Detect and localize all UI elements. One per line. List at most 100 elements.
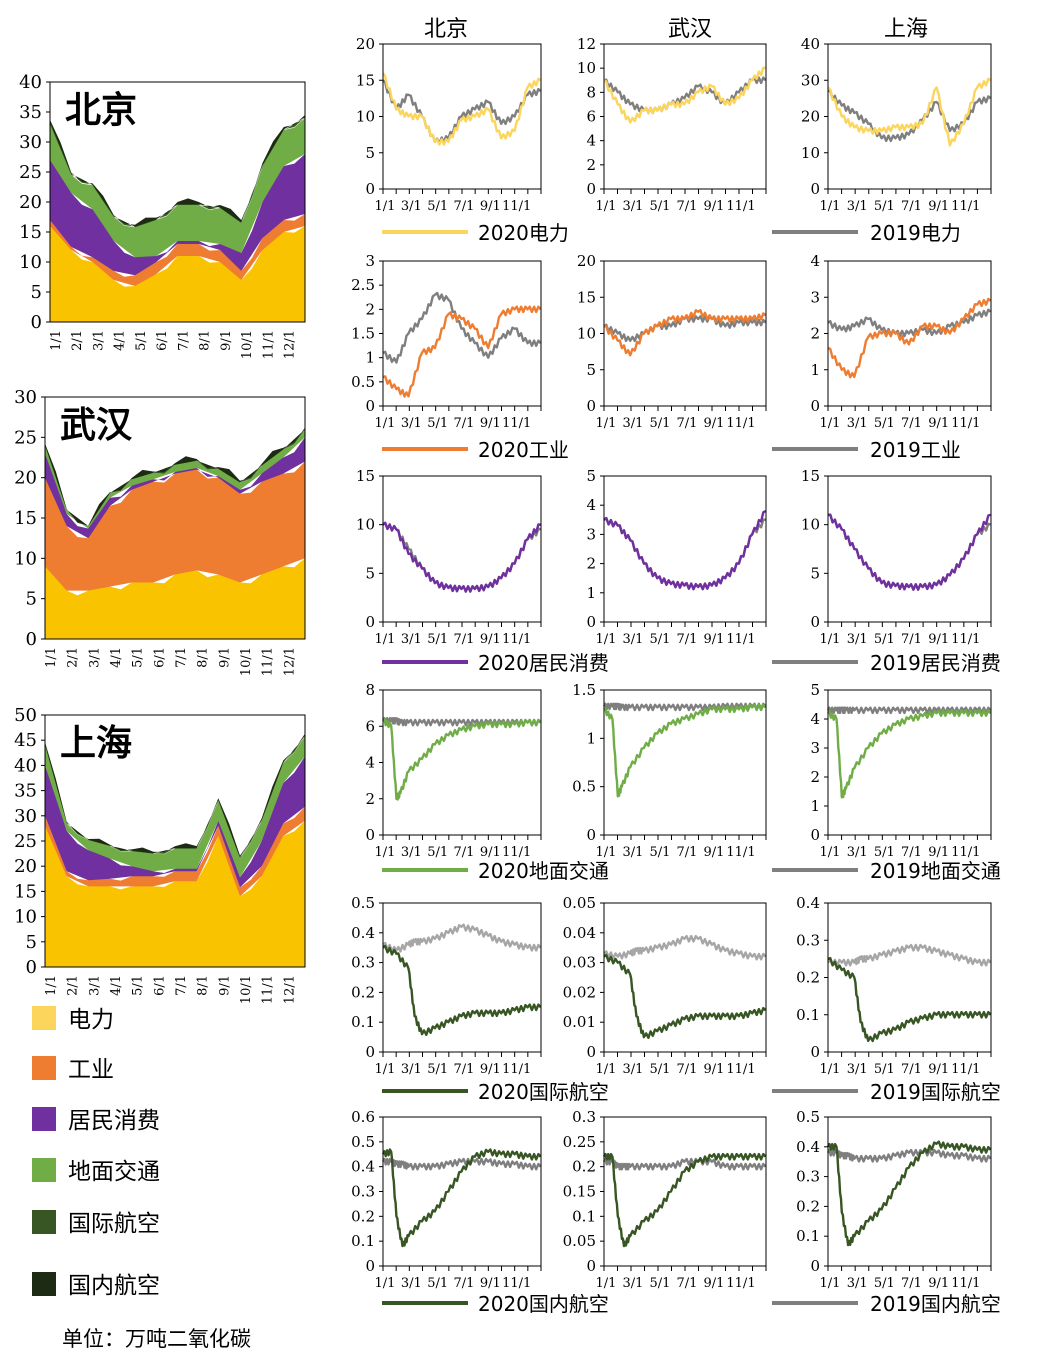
x-tick-label: 1/1	[596, 1276, 617, 1291]
x-tick-label: 1/1	[820, 199, 841, 214]
x-tick-label: 3/1	[401, 632, 422, 647]
x-tick-label: 8/1	[196, 647, 211, 668]
y-tick-label: 0	[586, 613, 596, 631]
line-series-2020居民消费	[603, 509, 767, 591]
legend-label-2020: 2020工业	[478, 438, 569, 462]
y-tick-label: 20	[577, 252, 596, 270]
x-tick-label: 7/1	[174, 975, 189, 996]
x-tick-label: 9/1	[928, 1276, 949, 1291]
y-tick-label: 0	[810, 613, 820, 631]
plot-frame	[827, 902, 992, 1053]
x-tick-label: 7/1	[901, 1062, 922, 1077]
line-series-2020电力	[381, 72, 542, 146]
legend-label-2019: 2019国内航空	[870, 1292, 1001, 1316]
x-tick-label: 3/1	[87, 647, 102, 668]
area-series-国内航空	[50, 115, 305, 227]
x-tick-label: 1/1	[820, 416, 841, 431]
x-tick-label: 9/1	[928, 1062, 949, 1077]
column-titles: 北京 武汉 上海	[424, 17, 928, 42]
line-chart-工业-北京: 0 0.5 1 1.5 2 2.5 3 1/1 3/1 5/1 7/1 9/1 11/1	[351, 252, 542, 431]
x-tick-label: 8/1	[198, 330, 213, 351]
y-tick-label: 0.05	[563, 894, 596, 912]
row-legend-4: 2020国际航空 2019国际航空	[382, 1080, 1001, 1104]
line-series-2020地面交通	[382, 717, 542, 801]
y-tick-label: 0	[26, 629, 37, 650]
y-tick-label: 1	[586, 584, 596, 602]
y-tick-label: 2.5	[351, 276, 375, 294]
x-tick-label: 1/1	[596, 416, 617, 431]
y-tick-label: 25	[19, 162, 42, 183]
column-title-wuhan: 武汉	[668, 17, 712, 42]
legend-swatch	[32, 1158, 56, 1182]
x-tick-label: 9/1	[704, 632, 725, 647]
y-tick-label: 15	[356, 467, 375, 485]
x-tick-label: 11/1	[726, 416, 755, 431]
plot-frame	[382, 1116, 542, 1267]
y-tick-label: 0.3	[351, 1183, 375, 1201]
y-tick-label: 0.5	[796, 1108, 820, 1126]
x-tick-label: 3/1	[401, 199, 422, 214]
y-tick-label: 20	[801, 108, 820, 126]
sector-legend-item-0: 电力	[32, 1006, 114, 1033]
x-tick-label: 3/1	[847, 416, 868, 431]
y-tick-label: 0.3	[572, 1108, 596, 1126]
x-tick-label: 7/1	[454, 416, 475, 431]
y-tick-label: 2	[586, 555, 596, 573]
y-tick-label: 4	[586, 496, 596, 514]
y-tick-label: 4	[586, 132, 596, 150]
y-tick-label: 0.5	[351, 1133, 375, 1151]
y-tick-label: 3	[586, 525, 596, 543]
x-tick-label: 4/1	[113, 330, 128, 351]
y-tick-label: 2	[810, 768, 820, 786]
x-tick-label: 9/1	[219, 330, 234, 351]
y-tick-label: 2	[365, 300, 375, 318]
x-tick-label: 9/1	[480, 632, 501, 647]
column-title-beijing: 北京	[424, 17, 468, 42]
x-tick-label: 11/1	[726, 632, 755, 647]
x-tick-label: 11/1	[502, 416, 531, 431]
x-tick-label: 9/1	[928, 845, 949, 860]
area-chart-title: 上海	[60, 723, 132, 764]
x-tick-label: 12/1	[283, 330, 298, 359]
x-tick-label: 1/1	[820, 845, 841, 860]
y-tick-label: 2	[810, 325, 820, 343]
x-tick-label: 9/1	[704, 1062, 725, 1077]
y-tick-label: 50	[14, 705, 37, 726]
sector-legend-item-3: 地面交通	[32, 1158, 160, 1185]
y-tick-label: 0	[810, 397, 820, 415]
x-tick-label: 9/1	[217, 647, 232, 668]
line-series-2020国际航空	[827, 956, 992, 1043]
x-tick-label: 5/1	[874, 845, 895, 860]
legend-label: 地面交通	[68, 1159, 160, 1185]
legend-label-2019: 2019地面交通	[870, 859, 1001, 883]
line-chart-国际航空-北京: 0 0.1 0.2 0.3 0.4 0.5 1/1 3/1 5/1 7/1 9/1 11/1	[351, 894, 542, 1077]
legend-swatch	[32, 1272, 56, 1296]
area-chart-1: 0 5 10 15 20 25 30 1/1 2/1 3/1 4/1 5/1 6/1 7/1 8/1 9/1 1…	[14, 387, 306, 676]
x-tick-label: 9/1	[704, 416, 725, 431]
y-tick-label: 0	[365, 1257, 375, 1275]
x-tick-label: 3/1	[401, 416, 422, 431]
x-tick-label: 4/1	[109, 975, 124, 996]
line-series-2020居民消费	[382, 521, 541, 593]
line-chart-电力-上海: 0 10 20 30 40 1/1 3/1 5/1 7/1 9/1 11/1	[801, 35, 992, 214]
y-tick-label: 12	[577, 35, 596, 53]
line-series-2020国际航空	[382, 944, 542, 1036]
y-tick-label: 20	[356, 35, 375, 53]
x-tick-label: 11/1	[502, 1062, 531, 1077]
y-tick-label: 0.04	[563, 924, 596, 942]
y-tick-label: 0.5	[351, 373, 375, 391]
y-tick-label: 10	[14, 907, 37, 928]
x-tick-label: 1/1	[820, 632, 841, 647]
x-tick-label: 7/1	[677, 632, 698, 647]
y-tick-label: 1	[810, 797, 820, 815]
y-tick-label: 1	[365, 349, 375, 367]
y-tick-label: 10	[356, 516, 375, 534]
area-series-电力	[50, 226, 305, 322]
legend-swatch	[32, 1107, 56, 1131]
x-tick-label: 7/1	[454, 199, 475, 214]
y-tick-label: 1.5	[572, 681, 596, 699]
x-tick-label: 5/1	[874, 632, 895, 647]
y-tick-label: 5	[365, 564, 375, 582]
x-tick-label: 9/1	[928, 632, 949, 647]
x-tick-label: 5/1	[427, 845, 448, 860]
